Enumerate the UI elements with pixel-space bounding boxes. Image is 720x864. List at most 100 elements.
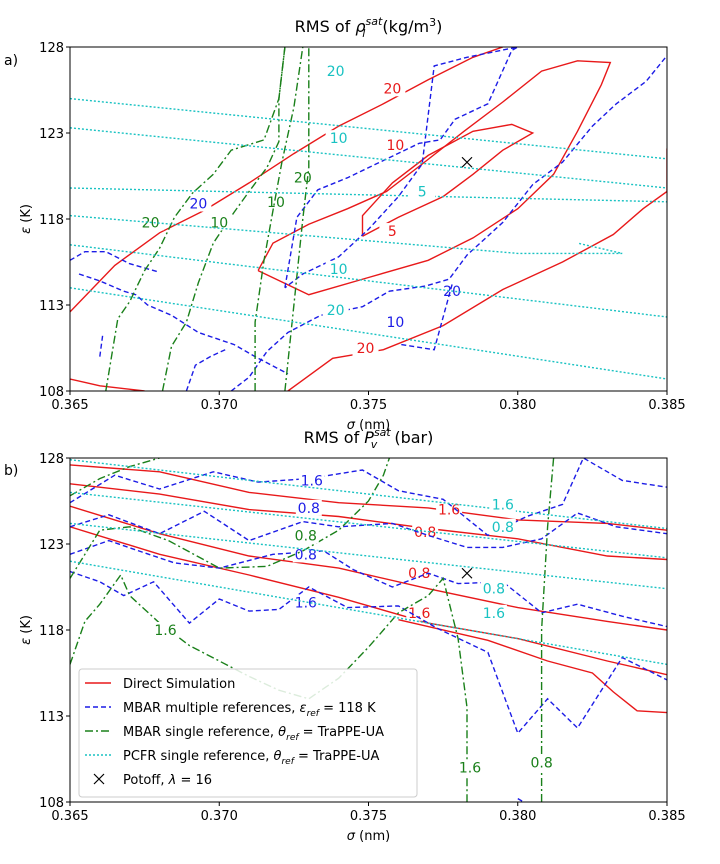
contour-label: 1.6 [438,503,460,519]
legend-entry-label: Direct Simulation [123,677,235,692]
contour-label-bg [152,622,179,638]
series-0: 5 10 20 20 [70,47,667,391]
contour-label-bg [322,63,349,80]
chart-title: RMS of ρsat l (kg/m3) [295,15,443,40]
x-tick-label: 0.370 [201,398,238,413]
legend-entry-label: Potoff, λ = 16 [123,773,212,788]
contour-label: 10 [386,138,404,154]
contour-label: 10 [267,195,285,211]
legend-subscript: ref [286,733,300,743]
contour-line [161,47,286,391]
legend-text: PCFR single reference, [123,749,274,764]
contour-line [70,127,667,189]
x-axis-label: σ (nm) [347,418,390,433]
y-tick-label: 123 [39,538,64,553]
panel-label: a) [4,53,18,69]
contour-label: 20 [357,341,375,357]
contour-label: 1.6 [459,761,481,777]
contour-label: 0.8 [530,755,552,771]
contour-line [230,55,667,391]
contour-line [70,560,667,666]
contour-line [105,47,286,391]
contour-label-bg [292,594,319,611]
contour-line [284,47,519,289]
legend-subscript: ref [307,709,321,719]
contour-line [254,47,304,391]
contour-label: 20 [189,197,207,213]
contour-label: 5 [418,184,427,200]
x-axis-symbol: σ [347,418,356,433]
contour-line [70,459,667,530]
contour-label: 20 [294,171,312,187]
title-superscript: sat [374,426,391,439]
x-axis-label: σ (nm) [347,829,390,844]
contour-label-bg [379,223,406,240]
title-symbol: ρ [355,17,365,36]
contour-line [284,47,310,391]
y-axis-symbol: ε [19,227,34,234]
contour-line [257,60,612,296]
legend-box [78,668,418,798]
contour-label: 0.8 [295,528,317,544]
legend-suffix: = 118 K [319,701,376,716]
contour-line [185,349,226,391]
contour-label: 0.8 [295,547,317,563]
legend-suffix: = TraPPE-UA [294,749,380,764]
y-tick-label: 113 [39,710,64,725]
series-0: 1.60.80.81.6 [70,464,667,714]
legend-entry-label: MBAR single reference, θref = TraPPE-UA [123,725,384,743]
x-tick-label: 0.380 [499,398,536,413]
y-tick-label: 113 [39,299,64,314]
title-units: (kg/m [377,17,429,36]
x-tick-label: 0.385 [648,398,685,413]
legend-text: MBAR single reference, [123,725,278,740]
series-1: 1.60.80.81.6 [70,458,667,802]
contour-line [70,458,391,579]
contour-line [361,123,535,237]
contour-label-bg [292,546,319,563]
y-axis-label: ε (K) [19,204,34,234]
title-units-end: ) [436,17,442,36]
y-tick-label: 123 [39,127,64,142]
contour-label: 1.6 [154,623,176,639]
contour-line [70,251,160,273]
contour-label-bg [456,759,483,776]
y-tick-label: 108 [39,796,64,811]
legend-suffix: = 16 [176,773,212,788]
legend-math: λ [168,773,177,788]
chart-panel-b: b)RMS of Psat v (bar)1.60.80.81.61.60.80.… [4,426,686,844]
contour-label-bg [480,604,507,621]
y-tick-label: 128 [39,41,64,56]
potoff-marker [461,567,473,579]
legend-subscript: ref [281,757,295,767]
contour-line [70,491,667,559]
contour-label-bg [480,580,507,597]
contour-label-bg [489,496,516,513]
legend: Direct Simulation MBAR multiple reference… [78,668,418,798]
series-3: 1.60.80.81.6 [70,459,667,666]
contour-label-bg [295,499,322,516]
contour-line [78,273,289,375]
legend-marker [93,773,105,785]
chart-title: RMS of Psat v (bar) [304,426,434,451]
x-tick-label: 0.375 [350,398,387,413]
contour-line [70,458,667,537]
y-tick-label: 128 [39,452,64,467]
plot-area: 1.60.80.81.61.60.80.81.61.61.60.80.81.60… [70,458,667,802]
contour-label: 0.8 [414,525,436,541]
contour-line [99,334,104,357]
potoff-marker [461,156,473,168]
contour-label-bg [292,527,319,544]
legend-text: MBAR multiple references, [123,701,300,716]
legend-suffix: = TraPPE-UA [299,725,385,740]
contour-line [70,287,667,380]
y-axis-units: (K) [19,615,34,638]
contour-line [70,97,667,160]
contour-label: 0.8 [483,582,505,598]
contour-label: 20 [383,81,401,97]
contour-label: 1.6 [408,606,430,622]
